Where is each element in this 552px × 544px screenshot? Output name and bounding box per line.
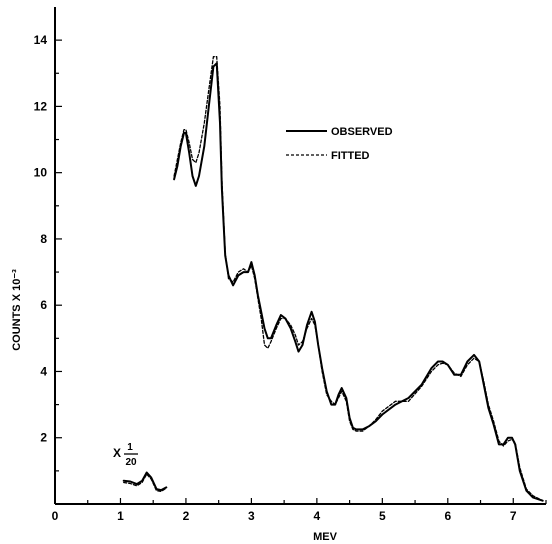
y-axis-title: COUNTS X 10⁻³ [11,269,23,351]
inset-scale-label: X 1 20 [113,442,138,468]
x-axis-title: MEV [313,531,338,543]
inset-scale-denominator: 20 [125,457,137,468]
x-tick-label: 0 [52,509,59,523]
y-tick-label: 2 [40,431,47,445]
x-tick-label: 6 [444,509,451,523]
y-tick-label: 4 [40,364,47,378]
y-tick-label: 10 [34,166,48,180]
legend: OBSERVED FITTED [286,126,393,162]
inset-scale-prefix: X [113,446,121,460]
y-tick-label: 12 [34,99,48,113]
series-observed-segment-0 [122,471,168,492]
series-layer [122,56,544,502]
x-tick-label: 5 [379,509,386,523]
y-tick-label: 6 [40,298,47,312]
y-tick-label: 8 [40,232,47,246]
series-observed-segment-1 [173,62,544,502]
series-fitted-segment-1 [173,56,544,502]
legend-label-fitted: FITTED [331,150,370,162]
x-tick-label: 3 [248,509,255,523]
x-tick-label: 1 [117,509,124,523]
x-tick-label: 2 [183,509,190,523]
series-fitted-segment-0 [123,473,167,493]
inset-scale-numerator: 1 [127,442,133,453]
legend-label-observed: OBSERVED [331,126,393,138]
y-tick-label: 14 [34,33,48,47]
x-tick-label: 7 [510,509,517,523]
x-tick-label: 4 [314,509,321,523]
